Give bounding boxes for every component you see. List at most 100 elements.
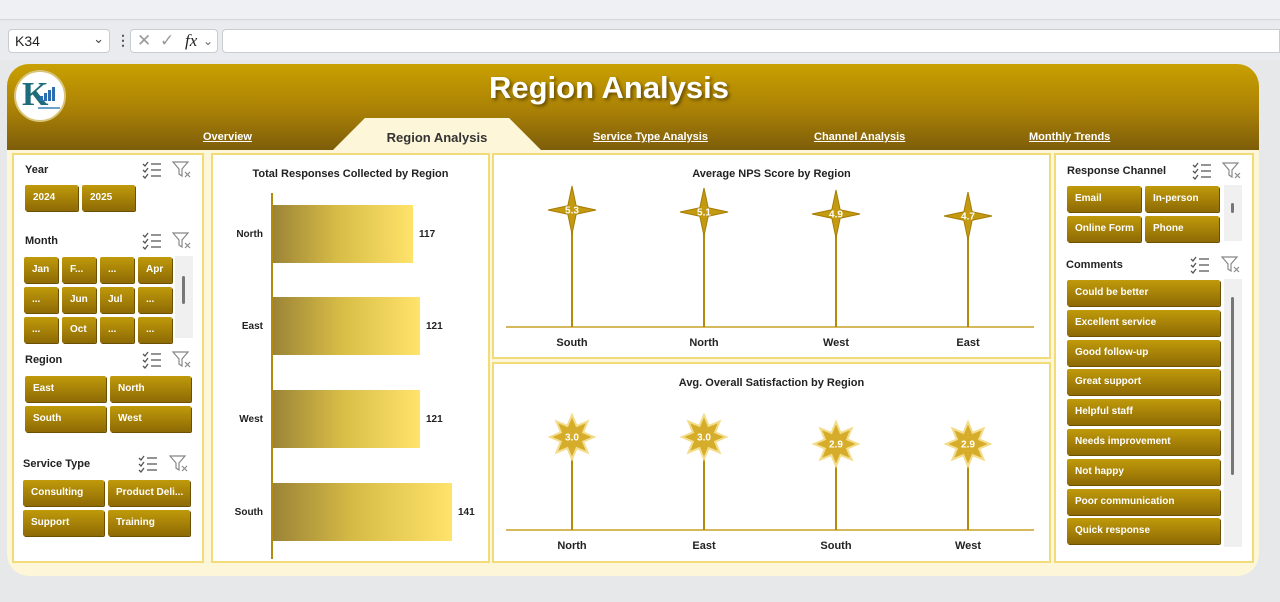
slicer-item-comment[interactable]: Not happy — [1067, 458, 1220, 485]
slicer-item-response-channel[interactable]: In-person — [1145, 186, 1219, 212]
multi-select-icon[interactable] — [142, 232, 162, 250]
slicer-title-year: Year — [25, 164, 49, 176]
slicer-title-response-channel: Response Channel — [1067, 165, 1167, 177]
cancel-icon[interactable]: ✕ — [137, 31, 152, 50]
star-marker[interactable] — [547, 185, 597, 235]
multi-select-icon[interactable] — [142, 161, 162, 179]
category-label: East — [692, 540, 716, 552]
slicer-item-comment[interactable]: Needs improvement — [1067, 429, 1220, 455]
bar[interactable] — [273, 297, 420, 355]
slicer-item-service-type[interactable]: Support — [23, 510, 104, 536]
slicer-item-year[interactable]: 2025 — [82, 185, 135, 211]
bar[interactable] — [273, 205, 413, 263]
slicer-panel-left: Year 2024 2025 Month Jan F... ... Apr ..… — [12, 153, 204, 563]
slicer-item-service-type[interactable]: Product Deli... — [108, 480, 190, 506]
name-box[interactable]: K34 ⌄ — [8, 29, 110, 53]
clear-filter-icon[interactable] — [171, 161, 192, 179]
star-marker[interactable] — [547, 412, 597, 462]
slicer-item-service-type[interactable]: Training — [108, 510, 190, 536]
bar-data-label: 141 — [458, 507, 475, 518]
star-marker[interactable] — [679, 187, 729, 237]
slicer-item-comment[interactable]: Great support — [1067, 369, 1220, 396]
star-marker[interactable] — [811, 189, 861, 239]
slicer-item-month[interactable]: ... — [138, 287, 172, 313]
slicer-item-service-type[interactable]: Consulting — [23, 480, 104, 506]
slicer-item-year[interactable]: 2024 — [25, 185, 78, 211]
bar-data-label: 117 — [419, 229, 436, 240]
slicer-item-comment[interactable]: Helpful staff — [1067, 399, 1220, 426]
category-label: East — [956, 337, 980, 349]
tab-monthly-trends[interactable]: Monthly Trends — [1029, 131, 1111, 143]
slicer-item-comment[interactable]: Could be better — [1067, 280, 1220, 306]
month-scrollbar[interactable] — [175, 256, 193, 338]
multi-select-icon[interactable] — [142, 351, 162, 369]
slicer-item-response-channel[interactable]: Phone — [1145, 216, 1219, 242]
clear-filter-icon[interactable] — [171, 232, 192, 250]
star-marker[interactable] — [943, 191, 993, 241]
slicer-item-month[interactable]: Jun — [62, 287, 96, 313]
star-marker[interactable] — [943, 419, 993, 469]
slicer-item-comment[interactable]: Good follow-up — [1067, 339, 1220, 366]
category-label: South — [556, 337, 587, 349]
enter-icon[interactable]: ✓ — [160, 31, 175, 50]
data-label: 3.0 — [565, 433, 579, 444]
tab-service-type-analysis[interactable]: Service Type Analysis — [593, 131, 708, 143]
slicer-item-region[interactable]: North — [110, 376, 191, 402]
slicer-item-region[interactable]: West — [110, 406, 191, 432]
bar-data-label: 121 — [426, 321, 443, 332]
slicer-item-month[interactable]: Jan — [24, 257, 58, 283]
slicer-item-month[interactable]: Jul — [100, 287, 134, 313]
slicer-panel-right: Response Channel Email In-person Online … — [1054, 153, 1254, 563]
chevron-down-icon[interactable]: ⌄ — [203, 34, 214, 48]
multi-select-icon[interactable] — [1190, 256, 1210, 274]
formula-input[interactable] — [222, 29, 1280, 53]
multi-select-icon[interactable] — [138, 455, 158, 473]
data-label: 5.3 — [565, 206, 579, 217]
slicer-item-response-channel[interactable]: Email — [1067, 186, 1141, 212]
slicer-item-region[interactable]: South — [25, 406, 106, 432]
slicer-item-response-channel[interactable]: Online Form — [1067, 216, 1141, 242]
bar-category-label: West — [239, 414, 263, 425]
tab-overview[interactable]: Overview — [203, 131, 252, 143]
comments-scrollbar[interactable] — [1224, 279, 1242, 547]
data-label: 4.9 — [829, 210, 843, 221]
slicer-item-month[interactable]: ... — [24, 287, 58, 313]
header-banner: K Region Analysis Overview Region Analys… — [7, 64, 1259, 152]
bar-category-label: South — [234, 507, 263, 518]
response-channel-scrollbar[interactable] — [1224, 185, 1242, 241]
multi-select-icon[interactable] — [1192, 162, 1212, 180]
clear-filter-icon[interactable] — [1220, 256, 1241, 274]
slicer-item-month[interactable]: Oct — [62, 317, 96, 343]
star-marker[interactable] — [679, 412, 729, 462]
slicer-item-region[interactable]: East — [25, 376, 106, 402]
chart-total-responses: Total Responses Collected by Region Nort… — [211, 153, 490, 563]
data-label: 2.9 — [961, 440, 975, 451]
slicer-item-comment[interactable]: Excellent service — [1067, 309, 1220, 336]
bar[interactable] — [273, 390, 420, 448]
chart-title: Total Responses Collected by Region — [252, 168, 449, 180]
slicer-item-month[interactable]: ... — [100, 257, 134, 283]
clear-filter-icon[interactable] — [171, 351, 192, 369]
slicer-item-month[interactable]: ... — [24, 317, 58, 343]
chart-average-nps: Average NPS Score by Region 5.3 South 5.1 N… — [492, 153, 1051, 359]
clear-filter-icon[interactable] — [1221, 162, 1242, 180]
data-label: 5.1 — [697, 208, 711, 219]
clear-filter-icon[interactable] — [168, 455, 189, 473]
chevron-down-icon[interactable]: ⌄ — [93, 31, 104, 46]
formula-bar: K34 ⌄ ⋮ ✕ ✓ fx ⌄ — [0, 22, 1280, 60]
name-box-value: K34 — [15, 33, 40, 49]
slicer-item-month[interactable]: F... — [62, 257, 96, 283]
bar[interactable] — [273, 483, 452, 541]
tab-region-analysis[interactable]: Region Analysis — [331, 118, 543, 152]
slicer-item-month[interactable]: ... — [100, 317, 134, 343]
slicer-item-comment[interactable]: Poor communication — [1067, 488, 1220, 515]
star-marker[interactable] — [811, 419, 861, 469]
insert-function-icon[interactable]: fx — [185, 31, 198, 50]
more-options-icon[interactable]: ⋮ — [116, 32, 130, 48]
page-title: Region Analysis — [488, 70, 730, 105]
slicer-item-month[interactable]: ... — [138, 317, 172, 343]
slicer-item-comment[interactable]: Quick response — [1067, 518, 1220, 545]
tab-channel-analysis[interactable]: Channel Analysis — [814, 131, 906, 143]
slicer-item-month[interactable]: Apr — [138, 257, 172, 283]
chart-plot: 5.3 South 5.1 North 4.9 West 4.7 East — [506, 185, 1034, 349]
